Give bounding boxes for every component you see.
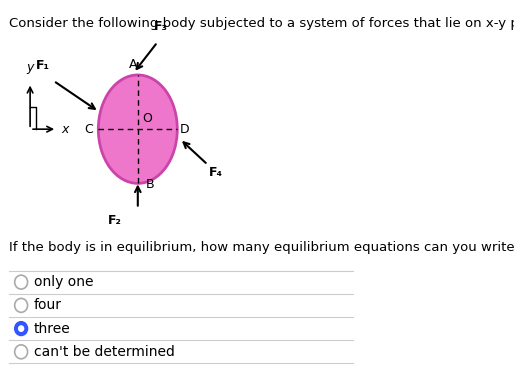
Text: three: three [34, 322, 70, 335]
Text: Consider the following body subjected to a system of forces that lie on x-y plan: Consider the following body subjected to… [9, 17, 514, 30]
Text: y: y [26, 61, 34, 74]
Text: C: C [84, 123, 93, 136]
Text: four: four [34, 298, 62, 312]
Text: x: x [61, 123, 69, 136]
Text: A: A [129, 58, 138, 71]
Text: If the body is in equilibrium, how many equilibrium equations can you write?: If the body is in equilibrium, how many … [9, 241, 514, 254]
Text: only one: only one [34, 275, 93, 289]
Text: F₄: F₄ [209, 166, 223, 179]
Text: B: B [145, 178, 154, 191]
Text: F₃: F₃ [154, 20, 168, 33]
Text: D: D [180, 123, 189, 136]
Text: can't be determined: can't be determined [34, 345, 175, 359]
Circle shape [19, 326, 24, 331]
Ellipse shape [98, 75, 177, 183]
Text: F₂: F₂ [107, 214, 121, 227]
Text: O: O [142, 112, 152, 124]
Text: F₁: F₁ [35, 59, 50, 72]
Circle shape [15, 322, 28, 335]
